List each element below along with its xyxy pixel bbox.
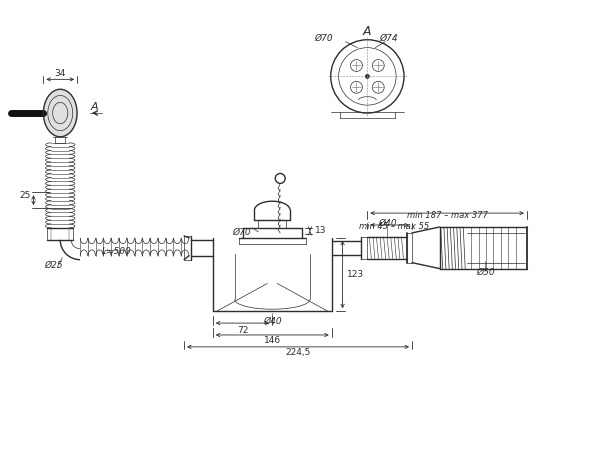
Text: 34: 34 [55, 69, 66, 78]
Text: Ø40: Ø40 [378, 219, 397, 228]
Text: Ø70: Ø70 [314, 34, 332, 43]
Circle shape [365, 74, 370, 78]
Text: Ø40: Ø40 [263, 317, 281, 326]
Text: Ø50: Ø50 [476, 268, 494, 277]
Text: L=500: L=500 [102, 247, 131, 256]
Text: 72: 72 [237, 325, 248, 334]
Text: 123: 123 [347, 270, 364, 279]
Text: min 187 – max 377: min 187 – max 377 [407, 211, 488, 220]
Text: A: A [90, 102, 98, 112]
Text: Ø25: Ø25 [44, 261, 63, 270]
Text: Ø74: Ø74 [379, 34, 398, 43]
Text: Ø70: Ø70 [232, 227, 250, 236]
Text: 13: 13 [315, 226, 326, 235]
Text: 25: 25 [19, 191, 31, 200]
Text: A: A [363, 25, 371, 38]
Text: 224,5: 224,5 [286, 348, 311, 357]
Text: 146: 146 [263, 337, 281, 346]
Ellipse shape [43, 89, 77, 137]
Text: min 45 – max 55: min 45 – max 55 [359, 222, 430, 231]
